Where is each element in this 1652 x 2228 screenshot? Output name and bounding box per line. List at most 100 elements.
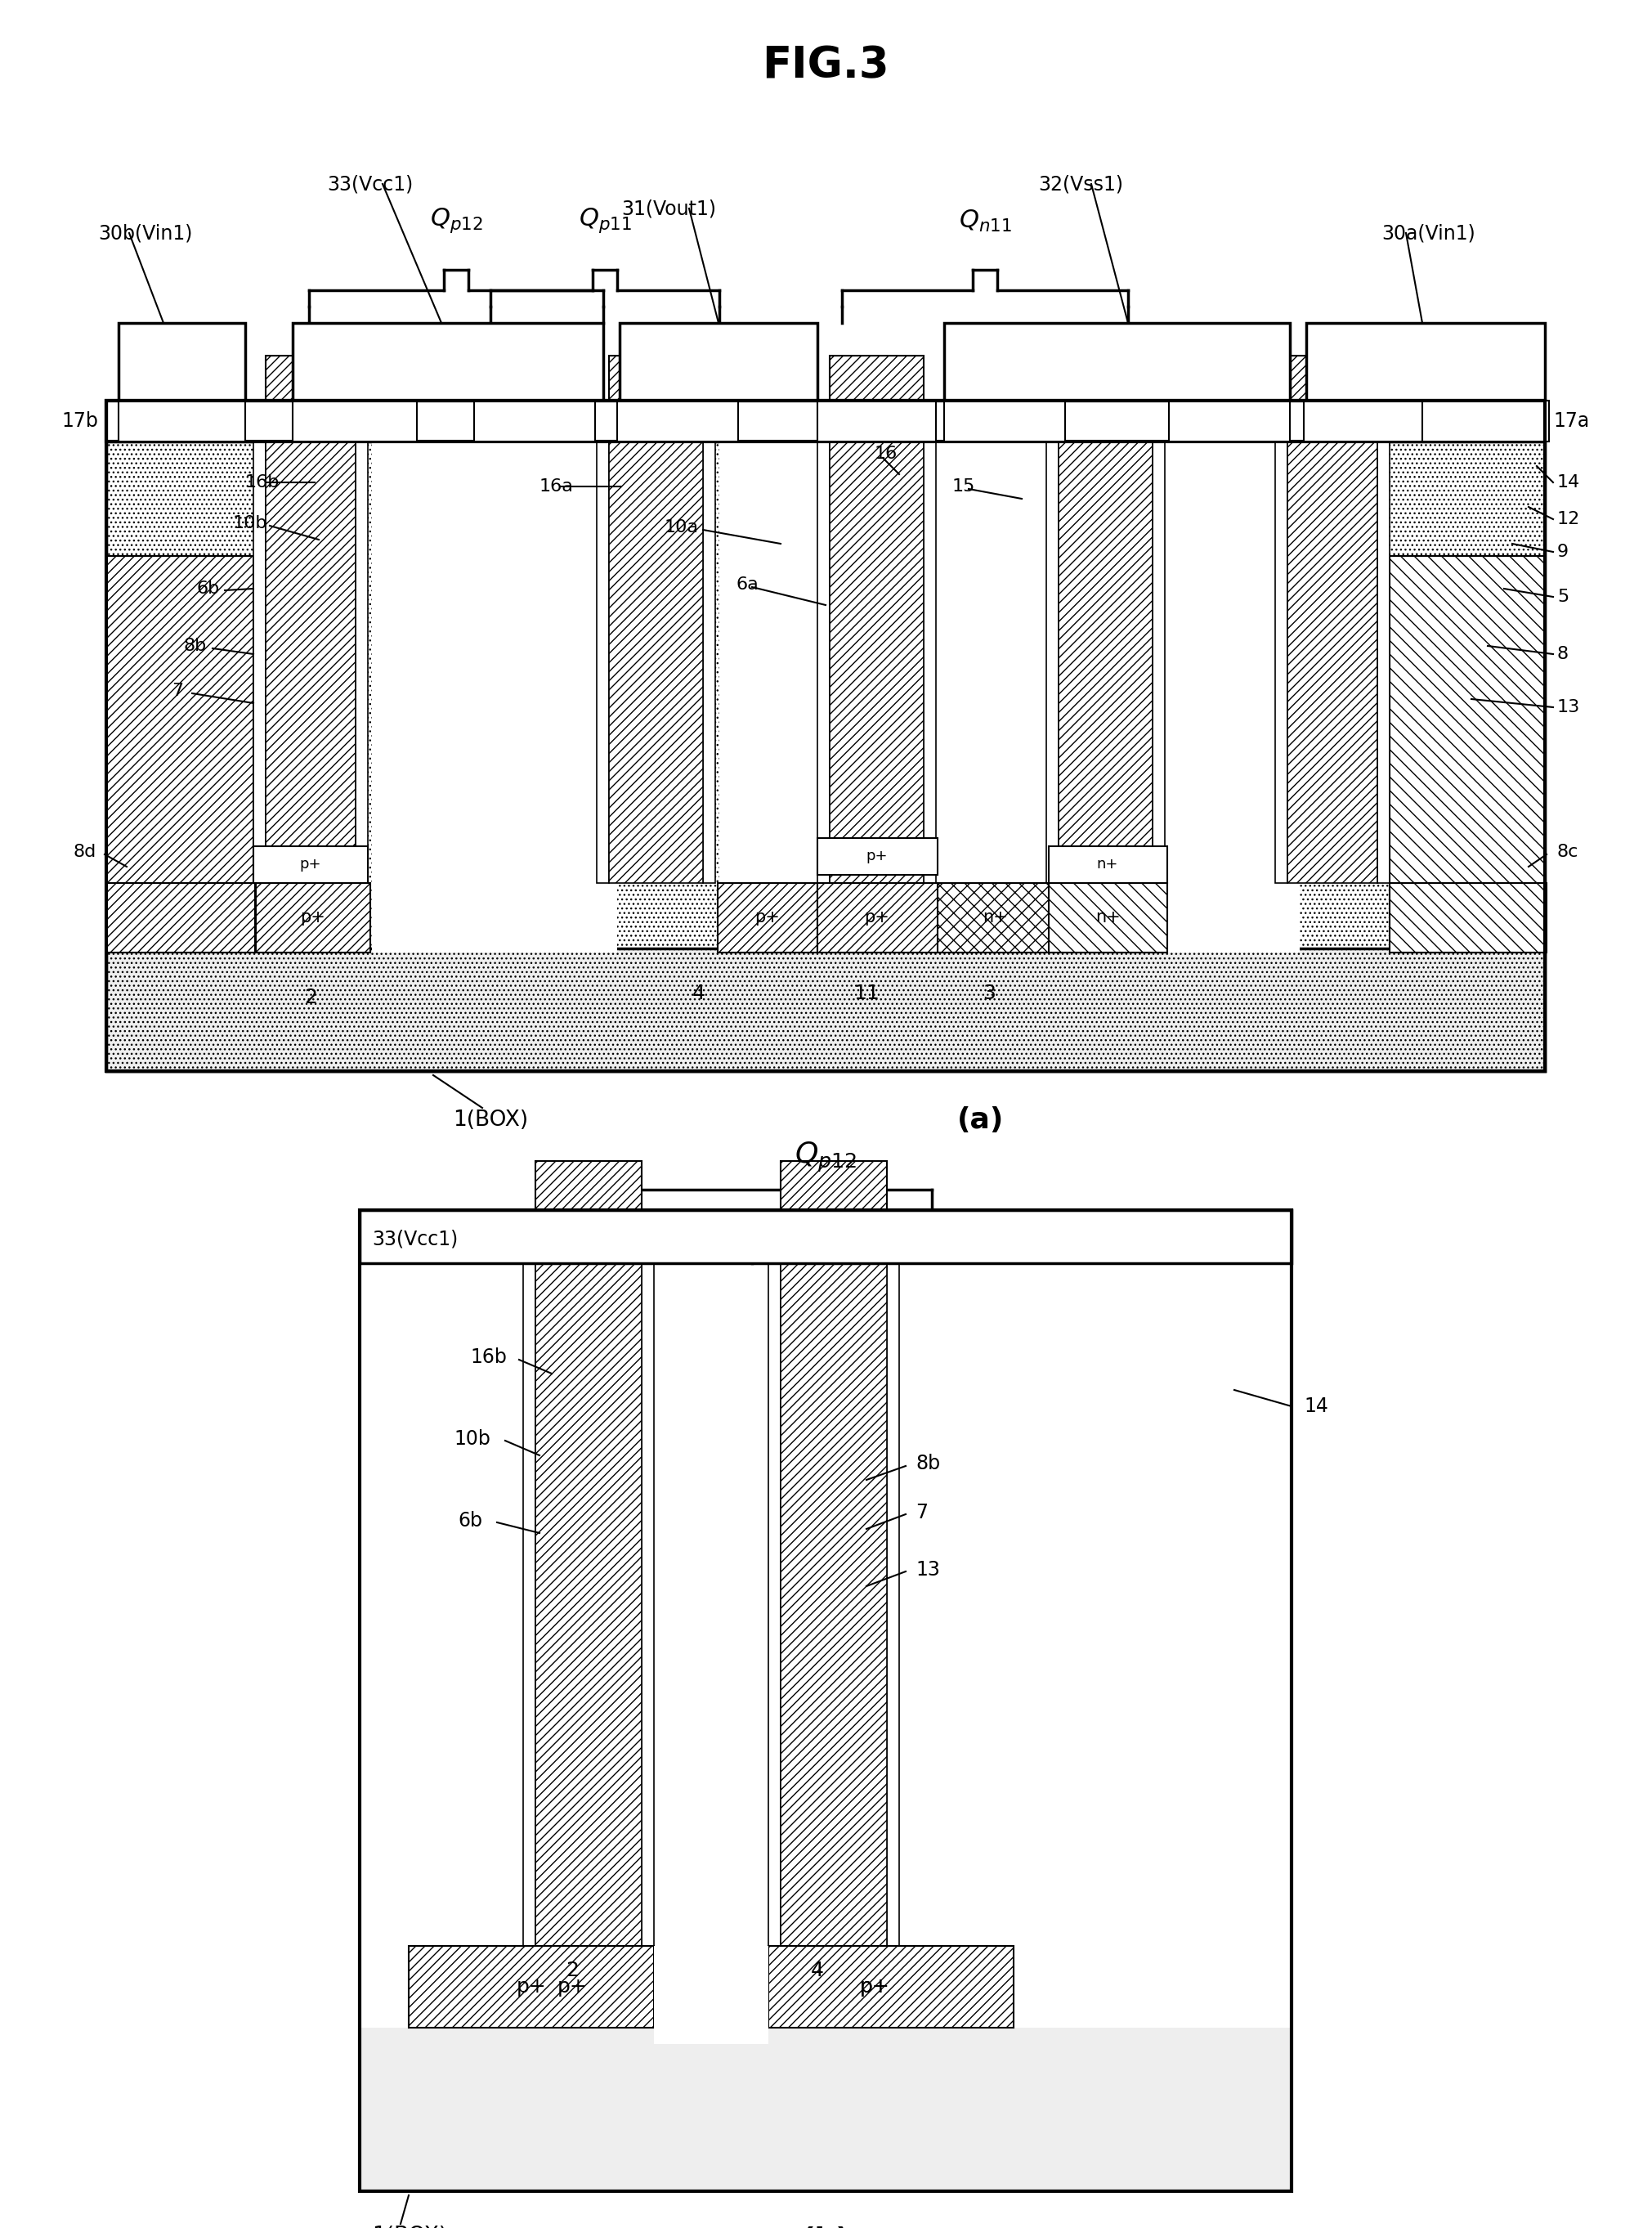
- Bar: [474, 401, 595, 441]
- Bar: [719, 441, 826, 882]
- Bar: [1184, 882, 1300, 954]
- Bar: [253, 441, 368, 882]
- Text: (a): (a): [958, 1107, 1004, 1134]
- Text: 7: 7: [172, 682, 183, 700]
- Bar: [768, 1945, 1014, 2027]
- Bar: [106, 882, 254, 954]
- Text: p+: p+: [864, 909, 890, 925]
- Text: 10b: 10b: [233, 515, 268, 532]
- Bar: [923, 441, 937, 882]
- Text: 8b: 8b: [915, 1453, 940, 1473]
- Bar: [818, 882, 938, 954]
- Bar: [717, 882, 818, 954]
- Text: 30a(Vin1): 30a(Vin1): [1381, 223, 1475, 243]
- Text: p+: p+: [866, 849, 887, 864]
- Bar: [719, 882, 826, 954]
- Bar: [1165, 441, 1275, 882]
- Text: 6b: 6b: [458, 1511, 482, 1531]
- Text: 6a: 6a: [735, 577, 758, 593]
- Bar: [887, 1263, 899, 1945]
- Bar: [719, 441, 818, 882]
- Bar: [818, 838, 938, 876]
- Bar: [292, 401, 416, 441]
- Bar: [937, 882, 1046, 954]
- Bar: [1389, 882, 1546, 954]
- Text: 11: 11: [854, 983, 879, 1003]
- Text: $Q_{p11}$: $Q_{p11}$: [578, 207, 631, 234]
- Text: 12: 12: [1558, 510, 1581, 528]
- Bar: [1165, 882, 1275, 954]
- Bar: [266, 441, 355, 882]
- Bar: [1153, 441, 1165, 882]
- Text: p+: p+: [299, 858, 322, 871]
- Text: 6b: 6b: [197, 582, 220, 597]
- Text: 13: 13: [1558, 700, 1581, 715]
- Text: n+: n+: [1095, 909, 1120, 925]
- Bar: [620, 323, 818, 401]
- Bar: [408, 1945, 654, 2027]
- Bar: [1303, 401, 1424, 441]
- Text: 8c: 8c: [1558, 844, 1579, 860]
- Bar: [253, 847, 368, 882]
- Text: 32(Vss1): 32(Vss1): [1037, 174, 1123, 194]
- Bar: [256, 882, 370, 954]
- Bar: [818, 441, 829, 882]
- Bar: [292, 323, 603, 401]
- Bar: [943, 441, 1059, 882]
- Text: p+: p+: [859, 1976, 890, 1996]
- Bar: [829, 441, 923, 882]
- Bar: [1287, 441, 1378, 882]
- Bar: [1184, 441, 1300, 882]
- Bar: [360, 1210, 1292, 2190]
- Text: $Q_{p12}$: $Q_{p12}$: [430, 207, 482, 234]
- Text: 10b: 10b: [454, 1428, 491, 1448]
- Bar: [1307, 323, 1545, 401]
- Bar: [641, 1263, 654, 1945]
- Bar: [596, 441, 610, 882]
- Bar: [535, 1263, 641, 1945]
- Bar: [482, 441, 618, 882]
- Bar: [937, 882, 1054, 954]
- Text: 4: 4: [692, 983, 705, 1003]
- Text: 14: 14: [1303, 1397, 1328, 1417]
- Text: n+: n+: [983, 909, 1008, 925]
- Bar: [106, 401, 1545, 1072]
- Text: 8b: 8b: [183, 637, 206, 655]
- Bar: [1275, 441, 1287, 882]
- Bar: [1287, 356, 1378, 405]
- Bar: [266, 356, 355, 405]
- Text: 10a: 10a: [664, 519, 699, 535]
- Text: p+: p+: [755, 909, 780, 925]
- Bar: [719, 882, 818, 954]
- Bar: [943, 882, 1059, 954]
- Bar: [355, 441, 368, 882]
- Text: FIG.3: FIG.3: [762, 45, 889, 87]
- Bar: [360, 1263, 1292, 2027]
- Bar: [360, 2027, 1292, 2190]
- Bar: [781, 1263, 887, 1945]
- Text: 16a: 16a: [540, 479, 573, 495]
- Text: 14: 14: [1558, 475, 1581, 490]
- Text: $Q_{p12}$: $Q_{p12}$: [795, 1141, 857, 1174]
- Text: 17b: 17b: [61, 412, 97, 430]
- Text: 3: 3: [983, 983, 996, 1003]
- Bar: [482, 882, 618, 954]
- Bar: [360, 1210, 1292, 1263]
- Text: 1(BOX): 1(BOX): [453, 1110, 529, 1132]
- Bar: [372, 441, 601, 882]
- Bar: [818, 401, 937, 441]
- Text: 31(Vout1): 31(Vout1): [621, 198, 715, 218]
- Bar: [1165, 441, 1275, 882]
- Bar: [943, 323, 1290, 401]
- Bar: [610, 441, 704, 882]
- Bar: [610, 356, 704, 405]
- Bar: [119, 401, 244, 441]
- Bar: [1059, 441, 1153, 882]
- Text: 9: 9: [1558, 544, 1569, 559]
- Bar: [654, 1945, 768, 2043]
- Bar: [943, 401, 1066, 441]
- Text: p+: p+: [301, 909, 325, 925]
- Bar: [524, 1263, 535, 1945]
- Bar: [1059, 356, 1153, 405]
- Bar: [106, 557, 253, 882]
